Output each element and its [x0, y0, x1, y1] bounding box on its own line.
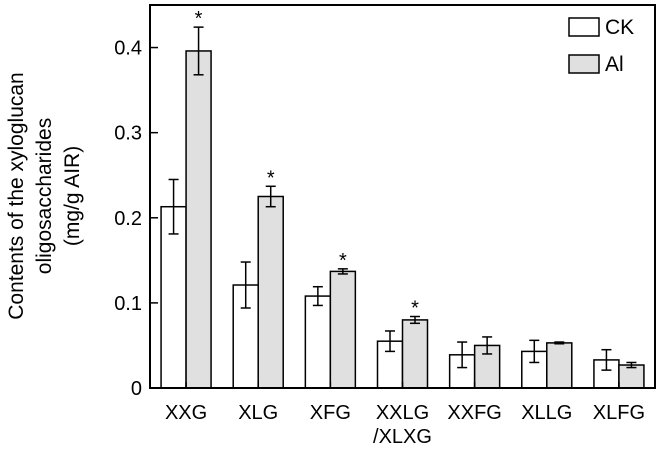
significance-marker: *	[339, 250, 347, 272]
significance-marker: *	[195, 8, 203, 30]
x-tick-label: XLFG	[593, 402, 645, 424]
x-tick-label: XXLG	[376, 402, 429, 424]
y-tick-label: 0.2	[114, 208, 142, 230]
y-tick-label: 0	[131, 378, 142, 400]
legend-swatch-al	[568, 54, 600, 74]
bars: * * * *	[160, 8, 645, 389]
x-axis-tick-labels: XXG XLG XFG XXLG/XLXG XXFG XLLG XLFG	[165, 382, 645, 448]
y-tick-label: 0.4	[114, 38, 142, 60]
bar-al	[401, 319, 429, 389]
y-axis-label: Contents of the xyloglucan oligosacchari…	[5, 72, 84, 320]
y-axis-label-line-1: Contents of the xyloglucan	[5, 72, 28, 320]
plot-frame	[149, 4, 656, 389]
significance-marker: *	[267, 167, 275, 189]
legend-label-ck: CK	[605, 16, 634, 39]
bar-al	[329, 270, 357, 389]
legend-label-al: Al	[605, 53, 624, 76]
legend: CK Al	[568, 16, 634, 76]
bar-al	[185, 50, 212, 389]
legend-swatch-ck	[568, 17, 600, 37]
x-tick-label: XFG	[310, 402, 351, 424]
y-axis-ticks: 0 0.1 0.2 0.3 0.4	[114, 38, 158, 400]
x-tick-label: XLLG	[521, 402, 572, 424]
y-axis-label-line-3: (mg/g AIR)	[61, 146, 84, 246]
bar-al	[257, 195, 284, 389]
significance-marker: *	[411, 298, 419, 320]
x-tick-label: XXFG	[447, 402, 501, 424]
y-axis-label-line-2: oligosaccharides	[33, 118, 56, 274]
x-tick-label: XXG	[165, 402, 207, 424]
x-tick-label: /XLXG	[373, 426, 432, 448]
y-tick-label: 0.3	[114, 123, 142, 145]
bar-al	[546, 342, 573, 389]
y-tick-label: 0.1	[114, 293, 142, 315]
x-tick-label: XLG	[238, 402, 278, 424]
bar-al	[618, 364, 645, 389]
bar-ck	[304, 295, 332, 389]
